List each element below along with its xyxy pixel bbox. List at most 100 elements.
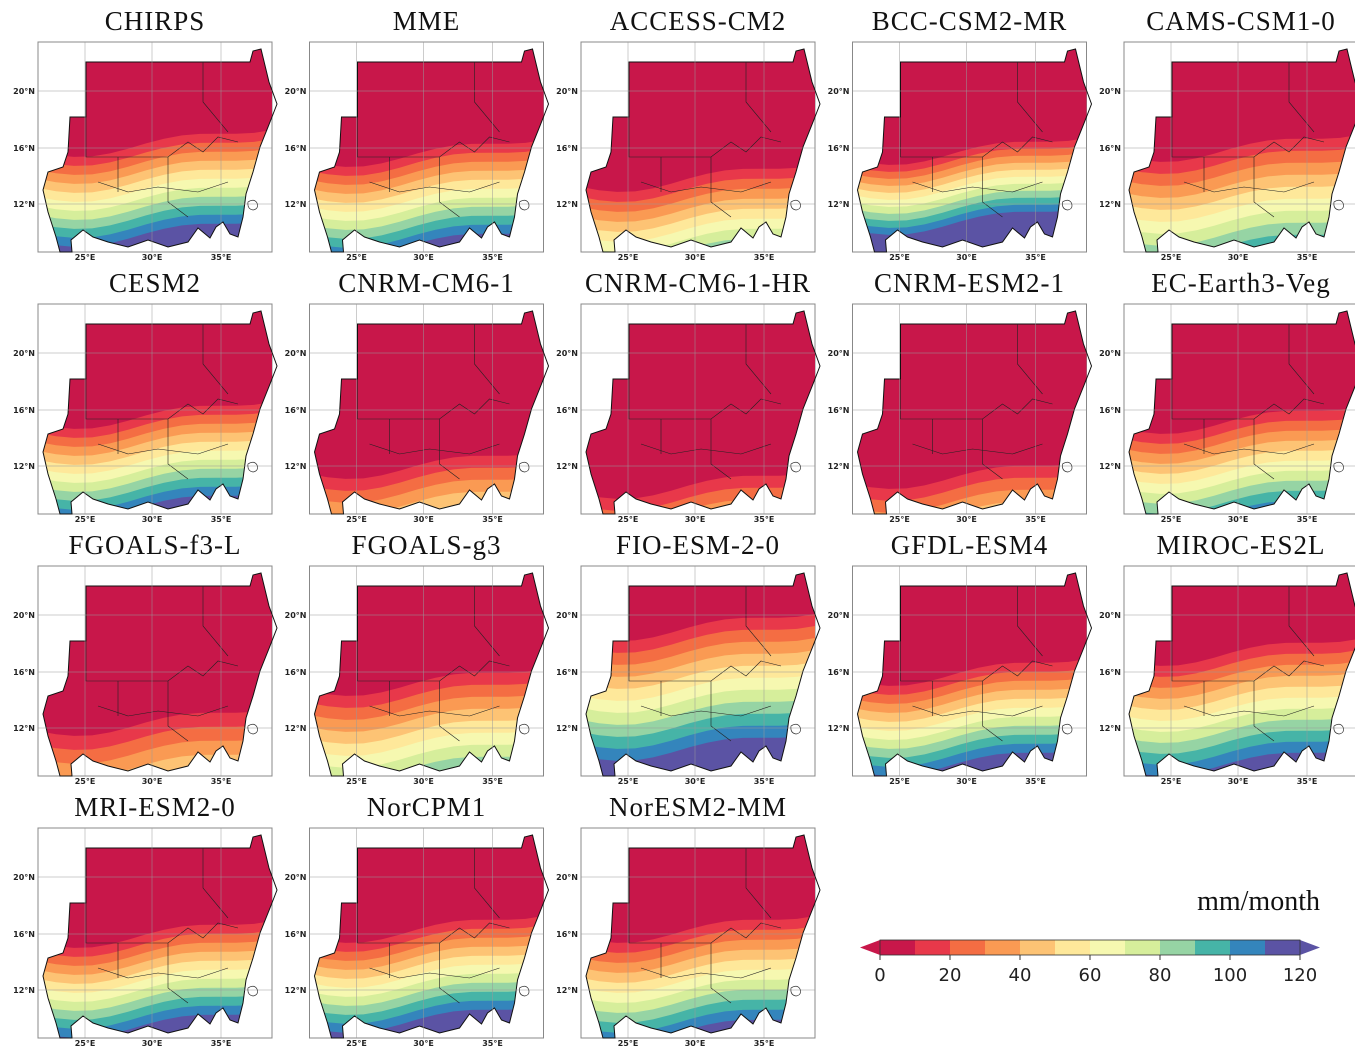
lon-label: 25°E [1161, 515, 1182, 524]
lat-label: 20°N [285, 349, 307, 358]
colorbar-segment [950, 940, 986, 955]
lat-label: 16°N [13, 930, 35, 939]
lon-label: 30°E [685, 515, 706, 524]
panel-title: CNRM-CM6-1-HR [585, 268, 811, 298]
lon-label: 35°E [754, 1039, 775, 1048]
lat-label: 20°N [1099, 87, 1121, 96]
lat-label: 20°N [285, 611, 307, 620]
lon-label: 35°E [1025, 253, 1046, 262]
lon-label: 35°E [754, 515, 775, 524]
lat-label: 16°N [1099, 406, 1121, 415]
lon-label: 30°E [1228, 777, 1249, 786]
panel-title: MRI-ESM2-0 [74, 792, 236, 822]
colorbar-tick-label: 80 [1149, 965, 1172, 986]
lon-label: 30°E [142, 777, 163, 786]
map-panel: CESM220°N16°N12°N25°E30°E35°E [13, 268, 277, 524]
lon-label: 25°E [346, 1039, 367, 1048]
lon-label: 30°E [956, 253, 977, 262]
colorbar-tick-label: 120 [1283, 965, 1317, 986]
lon-label: 25°E [75, 777, 96, 786]
panel-title: GFDL-ESM4 [891, 530, 1049, 560]
lat-label: 12°N [13, 200, 35, 209]
lon-label: 30°E [1228, 253, 1249, 262]
lat-label: 16°N [556, 144, 578, 153]
lat-label: 16°N [556, 406, 578, 415]
colorbar-segment [1020, 940, 1056, 955]
lon-label: 25°E [618, 1039, 639, 1048]
lon-label: 30°E [413, 777, 434, 786]
lat-label: 20°N [828, 349, 850, 358]
lat-label: 12°N [285, 200, 307, 209]
lat-label: 20°N [1099, 349, 1121, 358]
map-panel: ACCESS-CM220°N16°N12°N25°E30°E35°E [556, 6, 820, 292]
lon-label: 35°E [1297, 515, 1318, 524]
lat-label: 12°N [556, 462, 578, 471]
lat-label: 12°N [1099, 724, 1121, 733]
colorbar-segment [1125, 940, 1161, 955]
lat-label: 16°N [285, 144, 307, 153]
lat-label: 16°N [828, 406, 850, 415]
lat-label: 16°N [13, 406, 35, 415]
panel-title: CHIRPS [105, 6, 206, 36]
lon-label: 30°E [142, 1039, 163, 1048]
lon-label: 30°E [685, 253, 706, 262]
panel-title: NorCPM1 [367, 792, 487, 822]
lat-label: 20°N [828, 87, 850, 96]
panel-title: FGOALS-f3-L [69, 530, 242, 560]
lon-label: 30°E [413, 1039, 434, 1048]
lon-label: 25°E [1161, 777, 1182, 786]
colorbar-tick-label: 20 [939, 965, 962, 986]
colorbar-tick-label: 0 [874, 965, 885, 986]
lon-label: 35°E [211, 777, 232, 786]
panel-title: NorESM2-MM [609, 792, 787, 822]
colorbar-segment [985, 940, 1021, 955]
lon-label: 35°E [211, 1039, 232, 1048]
lon-label: 35°E [211, 253, 232, 262]
lat-label: 12°N [828, 462, 850, 471]
lat-label: 16°N [1099, 668, 1121, 677]
colorbar-segment [1160, 940, 1196, 955]
lon-label: 35°E [1297, 777, 1318, 786]
colorbar-unit: mm/month [1197, 886, 1320, 917]
lon-label: 35°E [1025, 777, 1046, 786]
lat-label: 12°N [285, 986, 307, 995]
lat-label: 12°N [285, 724, 307, 733]
lat-label: 16°N [13, 144, 35, 153]
lat-label: 12°N [1099, 200, 1121, 209]
panel-title: CESM2 [109, 268, 201, 298]
lat-label: 12°N [828, 724, 850, 733]
lat-label: 12°N [13, 986, 35, 995]
lat-label: 12°N [13, 462, 35, 471]
lon-label: 25°E [346, 253, 367, 262]
map-panel: FGOALS-f3-L20°N16°N12°N25°E30°E35°E [13, 530, 277, 876]
lon-label: 35°E [482, 1039, 503, 1048]
panel-title: CNRM-CM6-1 [338, 268, 515, 298]
lat-label: 20°N [13, 611, 35, 620]
lon-label: 35°E [482, 777, 503, 786]
lon-label: 25°E [75, 253, 96, 262]
lon-label: 25°E [889, 777, 910, 786]
lat-label: 12°N [13, 724, 35, 733]
lon-label: 25°E [346, 515, 367, 524]
panel-title: ACCESS-CM2 [610, 6, 787, 36]
lat-label: 12°N [556, 986, 578, 995]
map-panel: NorESM2-MM20°N16°N12°N25°E30°E35°E [556, 792, 820, 1048]
panel-title: CNRM-ESM2-1 [874, 268, 1065, 298]
lon-label: 25°E [618, 253, 639, 262]
panel-title: FGOALS-g3 [351, 530, 501, 560]
map-panel: BCC-CSM2-MR20°N16°N12°N25°E30°E35°E [828, 6, 1092, 262]
lon-label: 25°E [1161, 253, 1182, 262]
lat-label: 16°N [285, 930, 307, 939]
lat-label: 16°N [285, 406, 307, 415]
panel-title: FIO-ESM-2-0 [616, 530, 780, 560]
lat-label: 12°N [1099, 462, 1121, 471]
figure: CHIRPS20°N16°N12°N25°E30°E35°EMME20°N16°… [0, 0, 1355, 1052]
lat-label: 20°N [556, 349, 578, 358]
lon-label: 35°E [482, 253, 503, 262]
lat-label: 12°N [828, 200, 850, 209]
lat-label: 12°N [556, 200, 578, 209]
